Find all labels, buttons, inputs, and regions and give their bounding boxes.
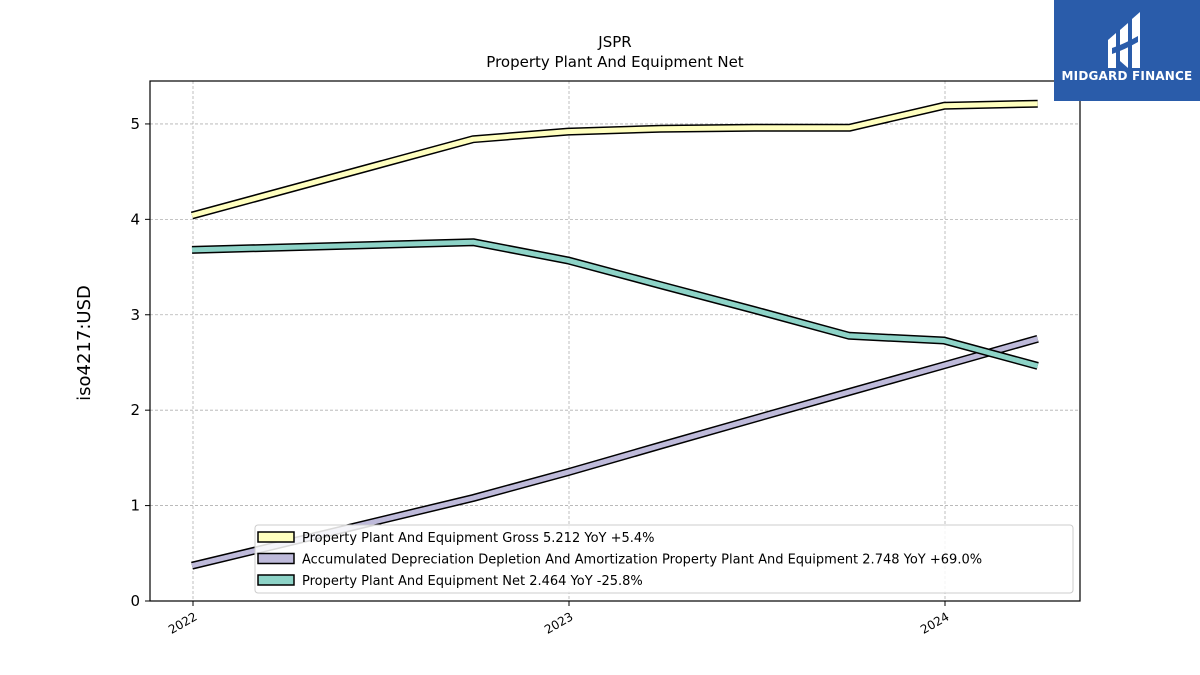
x-tick-label: 2023 <box>542 609 575 636</box>
y-tick-label: 5 <box>130 115 140 133</box>
y-tick-label: 3 <box>130 306 140 324</box>
series-line-2 <box>191 239 1039 369</box>
legend-entry-2: Property Plant And Equipment Net 2.464 Y… <box>302 574 643 589</box>
legend-swatch-0 <box>257 531 295 543</box>
legend-swatch-2 <box>257 574 295 586</box>
midgard-logo-icon <box>1108 12 1140 68</box>
series-line-outline-2 <box>191 238 1039 370</box>
chart-subtitle: Property Plant And Equipment Net <box>486 53 743 71</box>
x-tick-label: 2024 <box>918 609 951 636</box>
y-tick-label: 4 <box>130 210 140 228</box>
legend: Property Plant And Equipment Gross 5.212… <box>254 524 1074 594</box>
chart-title: JSPR <box>597 33 631 51</box>
legend-entry-1: Accumulated Depreciation Depletion And A… <box>302 553 982 568</box>
grid <box>150 81 1080 602</box>
series-line-0 <box>191 101 1038 218</box>
y-tick-label: 0 <box>130 592 140 610</box>
x-axis-ticks: 2022 2023 2024 <box>166 601 952 637</box>
brand-logo: MIDGARD FINANCE <box>1054 0 1200 101</box>
y-tick-label: 2 <box>130 401 140 419</box>
y-axis-label: iso4217:USD <box>74 285 95 401</box>
plot-area-frame <box>149 80 1081 602</box>
legend-swatch-1 <box>257 552 295 565</box>
y-axis-ticks: 0 1 2 3 4 5 <box>130 115 150 610</box>
legend-box <box>254 524 1074 594</box>
x-tick-label: 2022 <box>166 609 199 636</box>
series-lines <box>190 99 1039 570</box>
series-line-outline-0 <box>190 99 1038 220</box>
series-line-1 <box>191 336 1039 569</box>
legend-entry-0: Property Plant And Equipment Gross 5.212… <box>302 531 655 546</box>
y-tick-label: 1 <box>130 497 140 515</box>
brand-name: MIDGARD FINANCE <box>1061 69 1193 83</box>
